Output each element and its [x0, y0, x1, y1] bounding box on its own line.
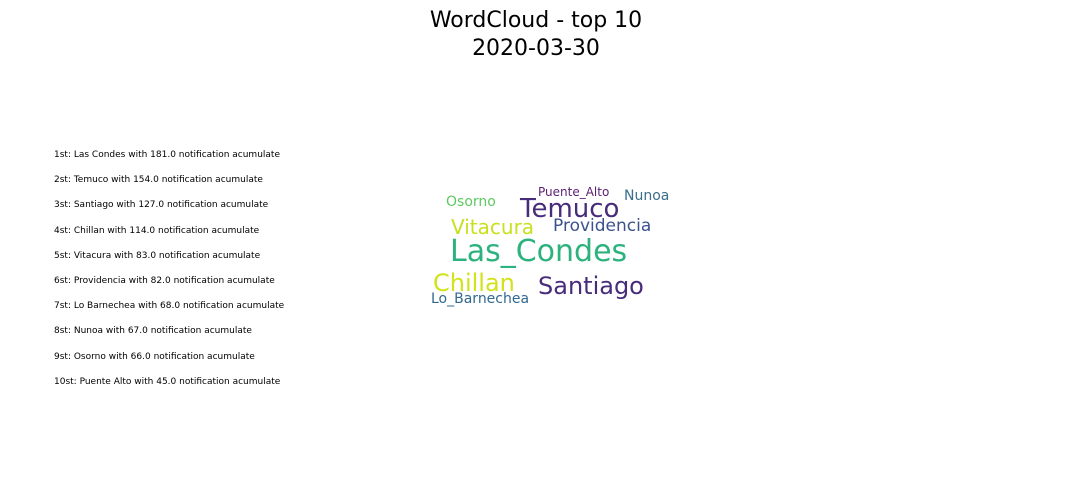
- ranking-list: 1st: Las Condes with 181.0 notification …: [54, 150, 284, 402]
- word-lo-barnechea: Lo_Barnechea: [431, 291, 530, 307]
- word-vitacura: Vitacura: [451, 215, 535, 239]
- word-puente-alto: Puente_Alto: [538, 185, 610, 199]
- word-osorno: Osorno: [446, 194, 496, 210]
- chart-subtitle: 2020-03-30: [472, 36, 600, 61]
- ranking-item: 6st: Providencia with 82.0 notification …: [54, 275, 275, 286]
- ranking-item: 1st: Las Condes with 181.0 notification …: [54, 150, 280, 160]
- word-santiago: Santiago: [538, 272, 644, 300]
- word-providencia: Providencia: [553, 216, 652, 236]
- word-las-condes: Las_Condes: [450, 234, 628, 269]
- ranking-item: 5st: Vitacura with 83.0 notification acu…: [54, 250, 261, 261]
- ranking-item: 7st: Lo Barnechea with 68.0 notification…: [54, 301, 285, 312]
- ranking-item: 8st: Nunoa with 67.0 notification acumul…: [54, 326, 252, 337]
- word-temuco: Temuco: [520, 194, 620, 224]
- ranking-item: 9st: Osorno with 66.0 notification acumu…: [54, 351, 255, 362]
- ranking-item: 10st: Puente Alto with 45.0 notification…: [54, 376, 281, 387]
- word-chillan: Chillan: [433, 269, 515, 297]
- word-nunoa: Nunoa: [624, 188, 670, 204]
- ranking-item: 4st: Chillan with 114.0 notification acu…: [54, 225, 260, 236]
- ranking-item: 2st: Temuco with 154.0 notification acum…: [54, 175, 263, 186]
- chart-title: WordCloud - top 10: [429, 8, 643, 33]
- ranking-item: 3st: Santiago with 127.0 notification ac…: [54, 200, 269, 211]
